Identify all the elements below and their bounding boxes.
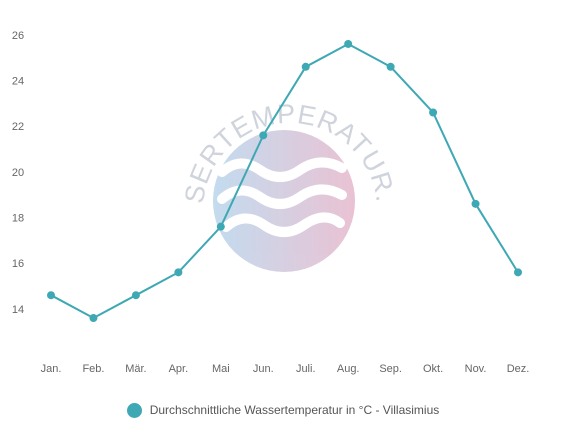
data-point[interactable] — [429, 108, 438, 117]
series-line — [50, 42, 519, 320]
y-tick-label: 18 — [12, 213, 24, 225]
y-tick-label: 26 — [12, 30, 24, 42]
data-point[interactable] — [514, 268, 522, 277]
x-tick-label: Sep. — [379, 363, 402, 375]
data-point[interactable] — [47, 291, 55, 300]
data-point[interactable] — [259, 131, 268, 140]
y-axis: 14 16 18 20 22 24 26 — [12, 30, 24, 316]
data-point[interactable] — [301, 62, 310, 71]
series-points — [47, 39, 522, 323]
x-axis: Jan. Feb. Mär. Apr. Mai Jun. Juli. Aug. Sep. Okt.… — [41, 363, 530, 375]
x-tick-label: Feb. — [82, 363, 104, 375]
x-tick-label: Okt. — [423, 363, 443, 375]
legend-label: Durchschnittliche Wassertemperatur in °C… — [149, 403, 440, 417]
x-tick-label: Mai — [212, 363, 230, 375]
x-tick-label: Mär. — [125, 363, 146, 375]
y-tick-label: 16 — [12, 258, 24, 270]
y-tick-label: 24 — [12, 76, 24, 88]
x-tick-label: Jun. — [253, 363, 274, 375]
legend[interactable]: Durchschnittliche Wassertemperatur in °C… — [0, 399, 566, 421]
data-point[interactable] — [89, 314, 98, 323]
x-tick-label: Nov. — [465, 363, 487, 375]
y-tick-label: 22 — [12, 121, 24, 133]
data-point[interactable] — [344, 39, 353, 48]
y-tick-label: 20 — [12, 167, 24, 179]
data-point[interactable] — [216, 222, 225, 231]
x-tick-label: Dez. — [507, 363, 530, 375]
data-point[interactable] — [471, 199, 480, 208]
data-point[interactable] — [131, 291, 140, 300]
x-tick-label: Apr. — [169, 363, 189, 375]
watermark-logo: WASSERTEMPERATUR.ORG — [0, 0, 400, 272]
y-tick-label: 14 — [12, 304, 24, 316]
data-point[interactable] — [386, 62, 395, 71]
data-point[interactable] — [174, 268, 183, 277]
legend-marker-icon — [126, 402, 142, 418]
x-tick-label: Juli. — [296, 363, 316, 375]
x-tick-label: Aug. — [337, 363, 360, 375]
x-tick-label: Jan. — [41, 363, 62, 375]
